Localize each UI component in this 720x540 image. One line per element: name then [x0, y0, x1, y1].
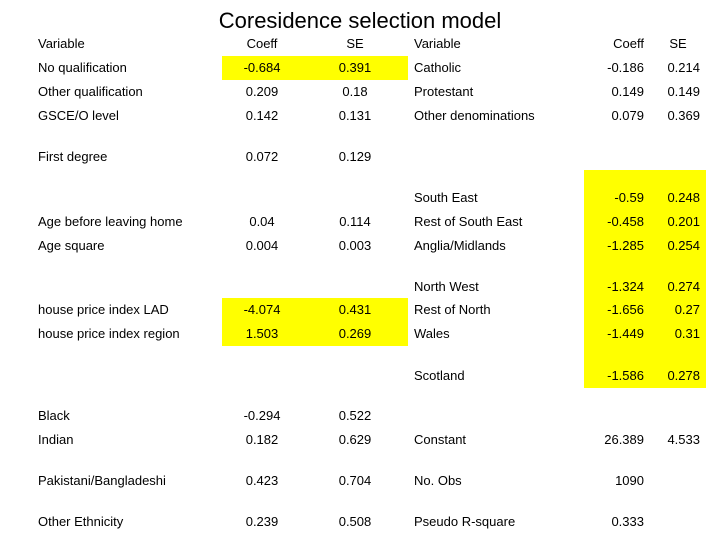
right-se-cell: 0.214 [667, 60, 700, 75]
right-se-cell: 0.248 [650, 186, 706, 210]
left-coeff-cell: 0.004 [245, 238, 279, 253]
left-variable-cell: Age square [38, 238, 105, 253]
right-variable-cell: Rest of South East [414, 214, 523, 229]
right-se-cell: 0.369 [667, 108, 700, 123]
left-variable-cell: Pakistani/Bangladeshi [38, 473, 166, 488]
left-se-cell: 0.629 [338, 432, 372, 447]
right-variable-cell: Pseudo R-square [414, 514, 516, 529]
left-variable-cell: house price index LAD [38, 302, 169, 317]
right-variable-cell: Other denominations [414, 108, 535, 123]
right-se-cell: 4.533 [667, 432, 700, 447]
page-title: Coresidence selection model [218, 8, 502, 33]
column-header: Coeff [246, 36, 278, 51]
left-se-cell: 0.508 [338, 514, 372, 529]
left-se-cell: 0.391 [302, 56, 408, 80]
right-coeff-cell: 0.079 [611, 108, 644, 123]
left-se-cell: 0.003 [338, 238, 372, 253]
right-se-cell [650, 469, 706, 493]
right-coeff-cell: -1.285 [584, 234, 650, 258]
right-variable-cell: Wales [414, 326, 450, 341]
left-se-cell: 0.18 [342, 84, 368, 99]
right-se-cell: 0.149 [667, 84, 700, 99]
right-coeff-cell: -1.586 [584, 364, 650, 388]
left-variable-cell: No qualification [38, 60, 127, 75]
column-header: SE [669, 36, 687, 51]
right-se-cell: 0.254 [650, 234, 706, 258]
right-coeff-cell: -0.59 [584, 186, 650, 210]
left-se-cell: 0.431 [302, 298, 408, 322]
left-se-cell: 0.129 [338, 149, 372, 164]
left-variable-cell: Other qualification [38, 84, 143, 99]
left-variable-cell: Black [38, 408, 70, 423]
right-coeff-cell: -0.186 [607, 60, 644, 75]
right-variable-cell: Anglia/Midlands [414, 238, 506, 253]
right-se-cell: 0.31 [650, 322, 706, 346]
right-se-cell: 0.27 [650, 298, 706, 322]
left-se-cell: 0.114 [339, 214, 371, 229]
right-se-cell: 0.278 [650, 364, 706, 388]
left-se-cell: 0.269 [302, 322, 408, 346]
left-se-cell: 0.704 [338, 473, 372, 488]
right-variable-cell: Scotland [414, 368, 465, 383]
right-coeff-cell: 0.333 [611, 514, 644, 529]
left-coeff-cell: 0.239 [245, 514, 279, 529]
right-variable-cell: No. Obs [414, 473, 462, 488]
right-se-cell: 0.201 [650, 210, 706, 234]
right-variable-cell: Protestant [414, 84, 474, 99]
left-coeff-cell: -4.074 [222, 298, 302, 322]
right-coeff-cell: -1.656 [584, 298, 650, 322]
column-header: Variable [414, 36, 461, 51]
left-variable-cell: house price index region [38, 326, 180, 341]
left-coeff-cell: 0.072 [245, 149, 279, 164]
right-coeff-cell: 26.389 [604, 432, 644, 447]
right-coeff-cell: 1090 [615, 473, 644, 488]
right-variable-cell: Rest of North [414, 302, 491, 317]
left-variable-cell: GSCE/O level [38, 108, 119, 123]
left-coeff-cell: -0.294 [243, 408, 281, 423]
right-variable-cell: North West [414, 279, 479, 294]
column-header: Coeff [613, 36, 644, 51]
right-se-cell: 0.274 [650, 275, 706, 299]
left-variable-cell: Age before leaving home [38, 214, 183, 229]
left-variable-cell: Indian [38, 432, 74, 447]
left-se-cell: 0.522 [338, 408, 372, 423]
left-se-cell: 0.131 [338, 108, 372, 123]
left-coeff-cell: 0.423 [245, 473, 279, 488]
right-coeff-cell: -1.449 [584, 322, 650, 346]
right-variable-cell: Catholic [414, 60, 461, 75]
left-coeff-cell: 0.209 [245, 84, 279, 99]
right-variable-cell: South East [414, 190, 478, 205]
left-variable-cell: Other Ethnicity [38, 514, 124, 529]
left-coeff-cell: -0.684 [222, 56, 302, 80]
left-coeff-cell: 0.182 [245, 432, 279, 447]
right-se-cell [650, 510, 706, 534]
left-coeff-cell: 0.04 [249, 214, 275, 229]
column-header: SE [346, 36, 364, 51]
left-variable-cell: First degree [38, 149, 108, 164]
right-coeff-cell: 0.149 [611, 84, 644, 99]
right-variable-cell: Constant [414, 432, 467, 447]
right-coeff-cell: -0.458 [584, 210, 650, 234]
column-header: Variable [38, 36, 85, 51]
left-coeff-cell: 0.142 [245, 108, 279, 123]
left-coeff-cell: 1.503 [222, 322, 302, 346]
right-coeff-cell: -1.324 [584, 275, 650, 299]
